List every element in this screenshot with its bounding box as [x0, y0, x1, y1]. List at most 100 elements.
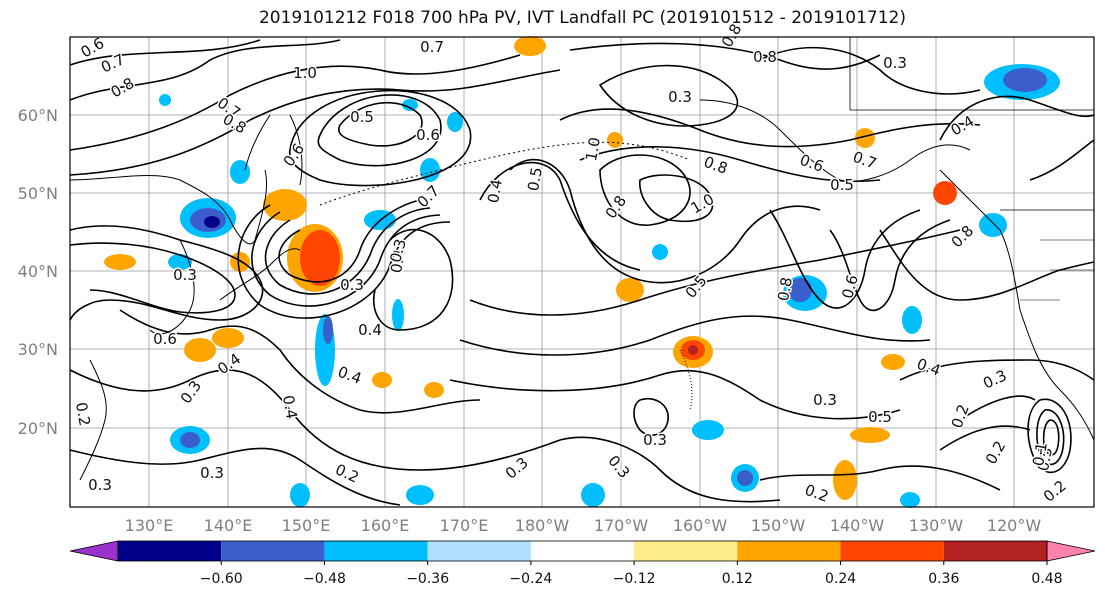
- lat-label: 30°N: [18, 340, 58, 359]
- fill-negative: [204, 216, 220, 228]
- fill-negative: [788, 278, 812, 302]
- fill-positive: [616, 278, 644, 302]
- colorbar-swatch: [943, 541, 1047, 561]
- contour-line: [69, 39, 341, 101]
- contour-line: [288, 89, 472, 187]
- contour-label: 0.5: [830, 176, 854, 194]
- fill-negative: [900, 492, 920, 508]
- contour-line: [879, 229, 1095, 301]
- fill-negative: [902, 306, 922, 334]
- lon-label: 180°W: [515, 516, 570, 535]
- colorbar-tick-label: −0.48: [303, 571, 346, 587]
- contour-line: [264, 207, 431, 295]
- contour-line: [1036, 409, 1065, 466]
- fill-positive: [212, 328, 244, 348]
- contour-label: 0.3: [643, 431, 667, 449]
- latitude-labels: 60°N 50°N 40°N 30°N 20°N: [18, 106, 58, 438]
- lon-label: 130°E: [125, 516, 174, 535]
- colorbar-tick-label: −0.12: [613, 571, 656, 587]
- hawaii-chain: [679, 349, 693, 411]
- contour-label: 0.5: [350, 108, 374, 126]
- contour-label: 0.4: [484, 178, 506, 205]
- contour-line: [939, 95, 1095, 141]
- country-border-canada: [849, 37, 1094, 111]
- contour-label: 0.7: [420, 38, 444, 56]
- fill-positive: [184, 338, 216, 362]
- colorbar-tick-label: −0.36: [406, 571, 449, 587]
- contour-label: 0.3: [813, 391, 837, 409]
- contour-label: 0.6: [153, 330, 177, 348]
- coastline-north-america-west: [939, 169, 1095, 441]
- contour-label: 0.3: [668, 88, 692, 106]
- lon-label: 140°E: [204, 516, 253, 535]
- lat-label: 60°N: [18, 106, 58, 125]
- coastline-korea: [149, 239, 195, 335]
- fill-positive: [104, 254, 136, 270]
- state-borders: [1020, 239, 1094, 301]
- pc-fill-areas: [104, 36, 1060, 508]
- fill-negative: [652, 244, 668, 260]
- colorbar-tick-label: −0.24: [509, 571, 552, 587]
- contour-line: [278, 199, 421, 283]
- contour-line: [69, 39, 261, 66]
- coastline-kamchatka-west: [244, 114, 271, 171]
- contour-line: [119, 309, 481, 414]
- contour-label: 0.3: [340, 276, 364, 294]
- contour-line: [459, 315, 931, 356]
- contour-line: [1027, 398, 1072, 474]
- contour-label: 0.3: [173, 266, 197, 284]
- fill-negative: [290, 483, 310, 507]
- contour-line: [759, 465, 1001, 491]
- contour-label: 0.5: [868, 408, 892, 426]
- contour-line: [899, 359, 1095, 381]
- colorbar-tick-label: 0.24: [825, 571, 856, 587]
- contour-line: [338, 101, 423, 147]
- colorbar-outline: [117, 540, 1048, 562]
- fill-positive: [607, 132, 623, 148]
- contour-label: 0.5: [1034, 446, 1056, 473]
- fill-negative: [1003, 68, 1047, 92]
- coastline-aleutians: [319, 141, 691, 206]
- coastlines: [69, 37, 1095, 481]
- contour-line: [479, 161, 641, 271]
- fill-negative: [692, 420, 724, 440]
- lat-label: 50°N: [18, 184, 58, 203]
- colorbar-swatch: [427, 541, 531, 561]
- lon-label: 170°W: [594, 516, 649, 535]
- colorbar-tick-label: 0.48: [1031, 571, 1062, 587]
- colorbar-swatch: [840, 541, 944, 561]
- fill-positive: [833, 460, 857, 500]
- coastline-alaska: [699, 99, 971, 182]
- coastline-asia: [69, 169, 268, 245]
- fill-negative: [323, 316, 333, 344]
- contour-label: 0.3: [88, 476, 112, 494]
- lon-label: 150°W: [751, 516, 806, 535]
- lon-label: 140°W: [830, 516, 885, 535]
- lon-label: 150°E: [282, 516, 331, 535]
- fill-positive: [372, 372, 392, 388]
- colorbar-extend-low: [69, 540, 119, 562]
- fill-negative: [180, 432, 200, 448]
- fill-positive: [514, 36, 546, 56]
- contour-line: [1042, 419, 1060, 456]
- contour-label: 0.8: [774, 276, 796, 303]
- contour-label: 1.0: [293, 64, 317, 82]
- contour-line: [639, 174, 714, 222]
- coastline-japan: [219, 248, 301, 301]
- colorbar: −0.60 −0.48 −0.36 −0.24 −0.12 0.12 0.24 0.36 0.4…: [69, 540, 1096, 587]
- colorbar-swatch: [118, 541, 222, 561]
- contour-label: 0.6: [416, 126, 440, 144]
- contour-line: [509, 158, 821, 284]
- contour-line: [69, 447, 401, 506]
- fill-negative: [420, 158, 440, 182]
- lon-label: 170°E: [440, 516, 489, 535]
- contour-label: 0.4: [279, 394, 301, 421]
- contour-label: 0.4: [387, 248, 409, 275]
- lat-label: 40°N: [18, 262, 58, 281]
- contour-line: [237, 204, 451, 319]
- fill-positive: [263, 189, 307, 221]
- contour-line: [69, 369, 561, 471]
- lon-label: 130°W: [909, 516, 964, 535]
- contour-line: [317, 94, 442, 167]
